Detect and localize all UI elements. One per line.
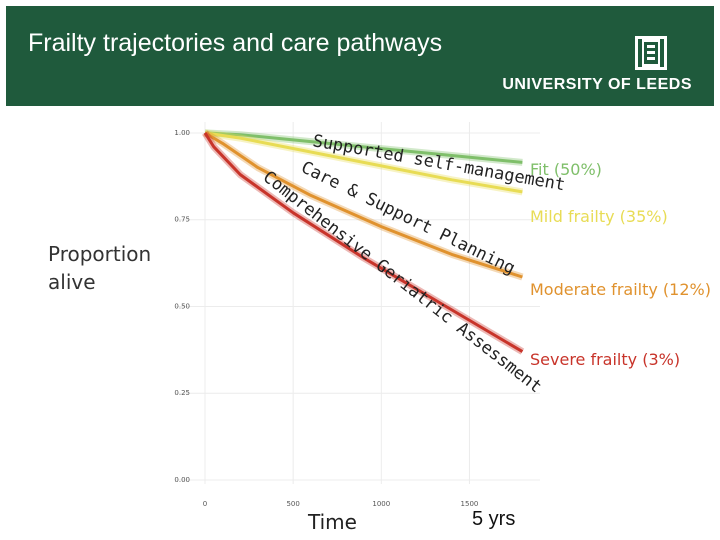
y-tick-label: 1.00 <box>174 129 190 137</box>
university-name: UNIVERSITY OF LEEDS <box>502 76 692 93</box>
x-end-label: 5 yrs <box>472 508 516 530</box>
chart-grid <box>175 122 540 484</box>
x-axis-label: Time <box>308 510 357 534</box>
y-tick-label: 0.00 <box>174 476 190 484</box>
x-tick-label: 1500 <box>461 500 479 508</box>
chart-ticks: 0.00 0.25 0.50 0.75 1.00 0 500 1000 1500 <box>174 129 478 508</box>
legend-mild: Mild frailty (35%) <box>530 207 668 226</box>
university-logo: UNIVERSITY OF LEEDS <box>492 34 692 98</box>
y-tick-label: 0.25 <box>174 389 190 397</box>
university-crest-icon <box>635 36 667 70</box>
series-line-fit <box>204 131 523 164</box>
legend-moderate: Moderate frailty (12%) <box>530 280 711 299</box>
x-tick-label: 1000 <box>372 500 390 508</box>
series-line-moderate <box>204 131 523 279</box>
chart-series <box>202 129 525 355</box>
annotation-geriatric-assessment: Comprehensive Geriatric Assessment <box>259 167 546 397</box>
x-tick-label: 500 <box>286 500 299 508</box>
y-tick-label: 0.75 <box>174 216 190 224</box>
legend-fit: Fit (50%) <box>530 160 602 179</box>
legend-severe: Severe frailty (3%) <box>530 350 681 369</box>
y-axis-label: Proportion alive <box>48 242 152 294</box>
x-tick-label: 0 <box>203 500 207 508</box>
header-banner: Frailty trajectories and care pathways U… <box>6 6 714 106</box>
y-tick-label: 0.50 <box>174 302 190 310</box>
page-title: Frailty trajectories and care pathways <box>28 29 443 57</box>
series-line-severe <box>203 132 524 353</box>
series-line-mild <box>204 131 523 194</box>
